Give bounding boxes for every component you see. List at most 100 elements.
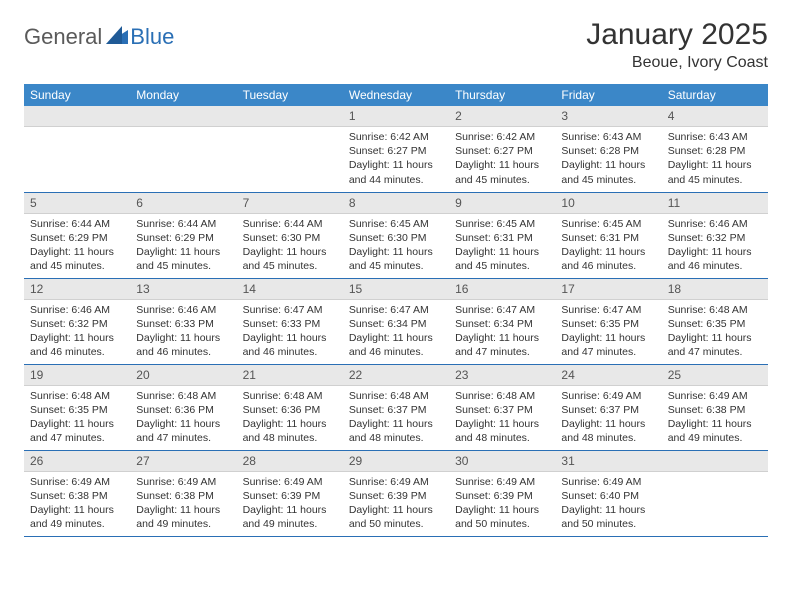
calendar-cell: 24Sunrise: 6:49 AMSunset: 6:37 PMDayligh… [555, 364, 661, 450]
day-number: 13 [130, 279, 236, 300]
weekday-header: Monday [130, 84, 236, 106]
sunset-line: Sunset: 6:34 PM [455, 317, 549, 331]
calendar-cell: 28Sunrise: 6:49 AMSunset: 6:39 PMDayligh… [237, 450, 343, 536]
brand-triangle-icon [106, 26, 128, 49]
sunset-line: Sunset: 6:30 PM [243, 231, 337, 245]
sunrise-line: Sunrise: 6:45 AM [561, 217, 655, 231]
day-number: 28 [237, 451, 343, 472]
sunrise-line: Sunrise: 6:46 AM [668, 217, 762, 231]
day-number: 17 [555, 279, 661, 300]
day-details: Sunrise: 6:49 AMSunset: 6:38 PMDaylight:… [662, 386, 768, 450]
day-details: Sunrise: 6:47 AMSunset: 6:34 PMDaylight:… [449, 300, 555, 364]
sunrise-line: Sunrise: 6:47 AM [455, 303, 549, 317]
location-subtitle: Beoue, Ivory Coast [586, 54, 768, 72]
daylight-line: Daylight: 11 hours and 45 minutes. [30, 245, 124, 273]
day-details: Sunrise: 6:49 AMSunset: 6:39 PMDaylight:… [449, 472, 555, 536]
sunset-line: Sunset: 6:30 PM [349, 231, 443, 245]
calendar-cell: 9 Sunrise: 6:45 AMSunset: 6:31 PMDaylight… [449, 192, 555, 278]
day-details: Sunrise: 6:48 AMSunset: 6:37 PMDaylight:… [343, 386, 449, 450]
calendar-week-row: 19Sunrise: 6:48 AMSunset: 6:35 PMDayligh… [24, 364, 768, 450]
brand-text-blue: Blue [130, 24, 174, 50]
sunset-line: Sunset: 6:40 PM [561, 489, 655, 503]
sunrise-line: Sunrise: 6:47 AM [561, 303, 655, 317]
day-number: 19 [24, 365, 130, 386]
daylight-line: Daylight: 11 hours and 50 minutes. [349, 503, 443, 531]
daylight-line: Daylight: 11 hours and 47 minutes. [30, 417, 124, 445]
calendar-cell: 1Sunrise: 6:42 AMSunset: 6:27 PMDaylight… [343, 106, 449, 192]
calendar-cell: 7Sunrise: 6:44 AMSunset: 6:30 PMDaylight… [237, 192, 343, 278]
sunset-line: Sunset: 6:37 PM [455, 403, 549, 417]
sunset-line: Sunset: 6:36 PM [243, 403, 337, 417]
page-title: January 2025 [586, 18, 768, 52]
day-number: 14 [237, 279, 343, 300]
daylight-line: Daylight: 11 hours and 48 minutes. [349, 417, 443, 445]
day-details: Sunrise: 6:44 AMSunset: 6:30 PMDaylight:… [237, 214, 343, 278]
sunrise-line: Sunrise: 6:47 AM [349, 303, 443, 317]
daylight-line: Daylight: 11 hours and 46 minutes. [668, 245, 762, 273]
day-details: Sunrise: 6:45 AMSunset: 6:31 PMDaylight:… [555, 214, 661, 278]
daylight-line: Daylight: 11 hours and 49 minutes. [136, 503, 230, 531]
sunrise-line: Sunrise: 6:49 AM [136, 475, 230, 489]
daylight-line: Daylight: 11 hours and 45 minutes. [455, 245, 549, 273]
sunrise-line: Sunrise: 6:48 AM [136, 389, 230, 403]
daylight-line: Daylight: 11 hours and 48 minutes. [243, 417, 337, 445]
day-details: Sunrise: 6:45 AMSunset: 6:30 PMDaylight:… [343, 214, 449, 278]
calendar-cell: 31Sunrise: 6:49 AMSunset: 6:40 PMDayligh… [555, 450, 661, 536]
sunrise-line: Sunrise: 6:49 AM [455, 475, 549, 489]
day-number: 1 [343, 106, 449, 127]
calendar-cell: 19Sunrise: 6:48 AMSunset: 6:35 PMDayligh… [24, 364, 130, 450]
calendar-cell [662, 450, 768, 536]
sunset-line: Sunset: 6:29 PM [136, 231, 230, 245]
sunrise-line: Sunrise: 6:48 AM [30, 389, 124, 403]
calendar-cell: 25Sunrise: 6:49 AMSunset: 6:38 PMDayligh… [662, 364, 768, 450]
calendar-cell: 6Sunrise: 6:44 AMSunset: 6:29 PMDaylight… [130, 192, 236, 278]
day-details: Sunrise: 6:43 AMSunset: 6:28 PMDaylight:… [662, 127, 768, 191]
sunset-line: Sunset: 6:27 PM [349, 144, 443, 158]
sunrise-line: Sunrise: 6:45 AM [455, 217, 549, 231]
day-number: 2 [449, 106, 555, 127]
sunset-line: Sunset: 6:32 PM [668, 231, 762, 245]
sunrise-line: Sunrise: 6:44 AM [136, 217, 230, 231]
calendar-cell: 4Sunrise: 6:43 AMSunset: 6:28 PMDaylight… [662, 106, 768, 192]
day-details: Sunrise: 6:48 AMSunset: 6:37 PMDaylight:… [449, 386, 555, 450]
day-details: Sunrise: 6:48 AMSunset: 6:35 PMDaylight:… [662, 300, 768, 364]
sunrise-line: Sunrise: 6:44 AM [30, 217, 124, 231]
day-number: 30 [449, 451, 555, 472]
day-details [130, 127, 236, 177]
sunset-line: Sunset: 6:31 PM [455, 231, 549, 245]
day-number: 4 [662, 106, 768, 127]
daylight-line: Daylight: 11 hours and 47 minutes. [136, 417, 230, 445]
calendar-cell: 18Sunrise: 6:48 AMSunset: 6:35 PMDayligh… [662, 278, 768, 364]
day-number: 3 [555, 106, 661, 127]
day-number: 9 [449, 193, 555, 214]
sunset-line: Sunset: 6:38 PM [668, 403, 762, 417]
day-details: Sunrise: 6:43 AMSunset: 6:28 PMDaylight:… [555, 127, 661, 191]
sunset-line: Sunset: 6:32 PM [30, 317, 124, 331]
calendar-cell: 20Sunrise: 6:48 AMSunset: 6:36 PMDayligh… [130, 364, 236, 450]
calendar-cell: 8Sunrise: 6:45 AMSunset: 6:30 PMDaylight… [343, 192, 449, 278]
sunset-line: Sunset: 6:38 PM [136, 489, 230, 503]
daylight-line: Daylight: 11 hours and 44 minutes. [349, 158, 443, 186]
day-details: Sunrise: 6:42 AMSunset: 6:27 PMDaylight:… [343, 127, 449, 191]
daylight-line: Daylight: 11 hours and 47 minutes. [455, 331, 549, 359]
day-details: Sunrise: 6:46 AMSunset: 6:33 PMDaylight:… [130, 300, 236, 364]
day-details: Sunrise: 6:48 AMSunset: 6:36 PMDaylight:… [237, 386, 343, 450]
sunrise-line: Sunrise: 6:49 AM [668, 389, 762, 403]
weekday-header: Saturday [662, 84, 768, 106]
calendar-cell [24, 106, 130, 192]
sunset-line: Sunset: 6:37 PM [561, 403, 655, 417]
day-number: 5 [24, 193, 130, 214]
sunset-line: Sunset: 6:39 PM [243, 489, 337, 503]
day-number: 31 [555, 451, 661, 472]
day-details [24, 127, 130, 177]
calendar-cell: 16Sunrise: 6:47 AMSunset: 6:34 PMDayligh… [449, 278, 555, 364]
sunrise-line: Sunrise: 6:48 AM [243, 389, 337, 403]
day-number: 25 [662, 365, 768, 386]
sunrise-line: Sunrise: 6:46 AM [30, 303, 124, 317]
day-number [662, 451, 768, 472]
sunset-line: Sunset: 6:28 PM [561, 144, 655, 158]
calendar-cell: 17Sunrise: 6:47 AMSunset: 6:35 PMDayligh… [555, 278, 661, 364]
calendar-cell: 14Sunrise: 6:47 AMSunset: 6:33 PMDayligh… [237, 278, 343, 364]
weekday-header-row: SundayMondayTuesdayWednesdayThursdayFrid… [24, 84, 768, 106]
day-number: 6 [130, 193, 236, 214]
